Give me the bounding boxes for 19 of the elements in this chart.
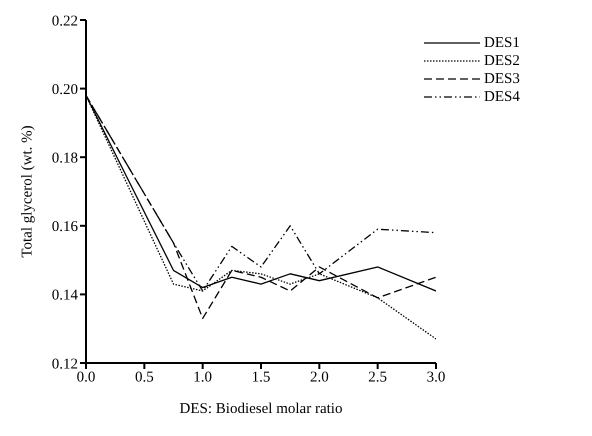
x-tick-label: 2.5 <box>368 370 388 386</box>
x-axis-title: DES: Biodiesel molar ratio <box>180 401 342 417</box>
y-tick-label: 0.18 <box>52 150 78 167</box>
x-tick-label: 3.0 <box>426 370 446 386</box>
x-tick-label: 0.5 <box>134 370 154 386</box>
y-tick-label: 0.20 <box>52 82 78 98</box>
y-tick-label: 0.12 <box>52 356 78 372</box>
legend-label: DES4 <box>484 88 520 106</box>
x-tick-label: 1.0 <box>193 370 212 386</box>
x-tick-label: 0.0 <box>76 370 96 386</box>
legend-label: DES2 <box>484 52 520 70</box>
y-axis-title: Total glycerol (wt. %) <box>19 125 36 258</box>
x-tick-label: 1.5 <box>252 370 270 386</box>
legend-label: DES3 <box>484 70 520 88</box>
x-tick-label: 2.0 <box>310 370 329 386</box>
y-tick-label: 0.14 <box>52 288 78 304</box>
y-tick-label: 0.22 <box>52 13 78 30</box>
y-tick-label: 0.16 <box>52 219 78 236</box>
legend-label: DES1 <box>484 34 520 52</box>
